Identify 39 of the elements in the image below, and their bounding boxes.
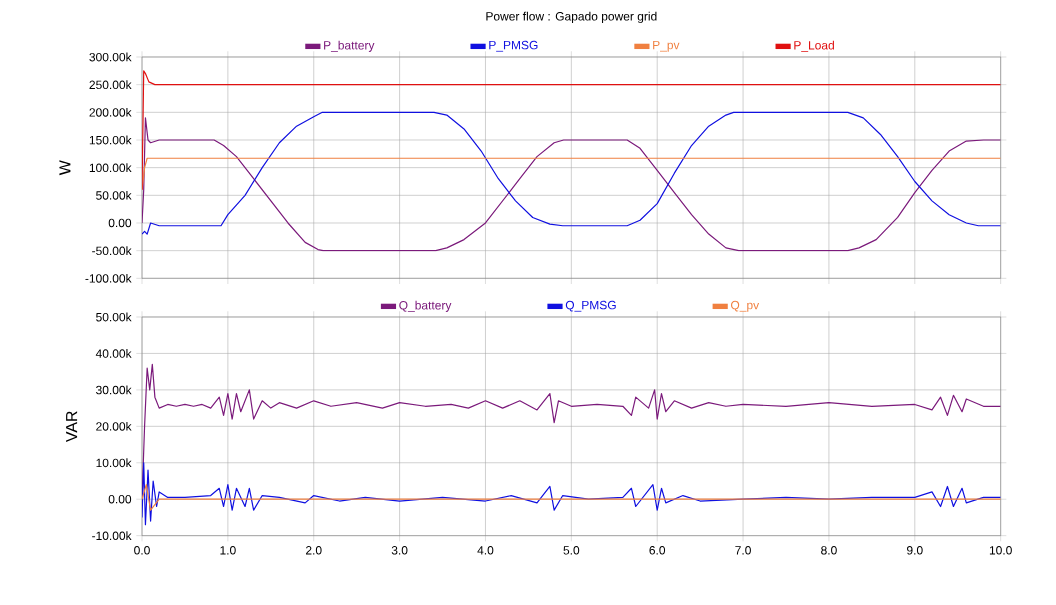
legend-label: Q_pv [731,300,760,312]
x-tick-label: 9.0 [907,546,923,555]
y-tick-label: 20.00k [96,421,132,431]
y-tick-label: -100.00k [85,273,132,283]
y-tick-label: 0.00 [108,218,132,228]
text: P_pv [653,40,680,52]
legend-label: P_Load [794,40,834,52]
x-tick-label: 3.0 [391,546,408,555]
y-axis-title: VAR [66,411,78,443]
y-axis-title: W [59,160,71,176]
y-tick-label: -50.00k [92,246,132,256]
x-tick-label: 1.0 [220,546,236,555]
y-tick-label: 100.00k [89,163,132,173]
y-tick-label: 250.00k [89,80,132,90]
chart-title: Power flow : Gapado power grid [486,11,657,23]
x-tick-label: 7.0 [735,546,751,555]
legend-label: Q_PMSG [565,300,616,312]
y-tick-label: 40.00k [95,349,132,358]
legend-label: P_PMSG [489,40,538,52]
line-series [142,70,1001,191]
line-series [142,462,1001,526]
x-tick-label: 4.0 [477,546,494,555]
y-tick-label: 10.00k [96,458,132,468]
legend-label: P_battery [324,40,375,52]
x-tick-label: 0.0 [134,546,150,555]
y-tick-label: 200.00k [89,107,132,117]
y-tick-label: 150.00k [89,135,132,145]
y-tick-label: 50.00k [96,312,132,322]
y-tick-label: 300.00k [89,52,132,62]
x-tick-label: 5.0 [563,546,580,555]
text: Q_battery [399,300,452,312]
y-tick-label: 0.00 [108,494,132,504]
x-tick-label: 10.0 [989,546,1012,555]
y-tick-label: 50.00k [96,190,132,200]
y-tick-label: 30.00k [96,385,132,395]
x-tick-label: 6.0 [649,546,666,555]
x-tick-label: 2.0 [306,546,322,555]
x-tick-label: 8.0 [821,546,837,555]
y-tick-label: -10.00k [92,531,132,541]
